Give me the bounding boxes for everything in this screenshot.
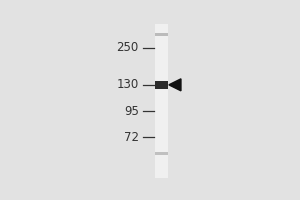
Bar — [155, 33, 168, 36]
Text: 95: 95 — [124, 105, 139, 118]
Text: 130: 130 — [116, 78, 139, 91]
Bar — [155, 81, 168, 89]
Text: 250: 250 — [116, 41, 139, 54]
Bar — [155, 24, 168, 178]
Text: 72: 72 — [124, 131, 139, 144]
Bar — [155, 152, 168, 155]
Polygon shape — [169, 79, 181, 91]
